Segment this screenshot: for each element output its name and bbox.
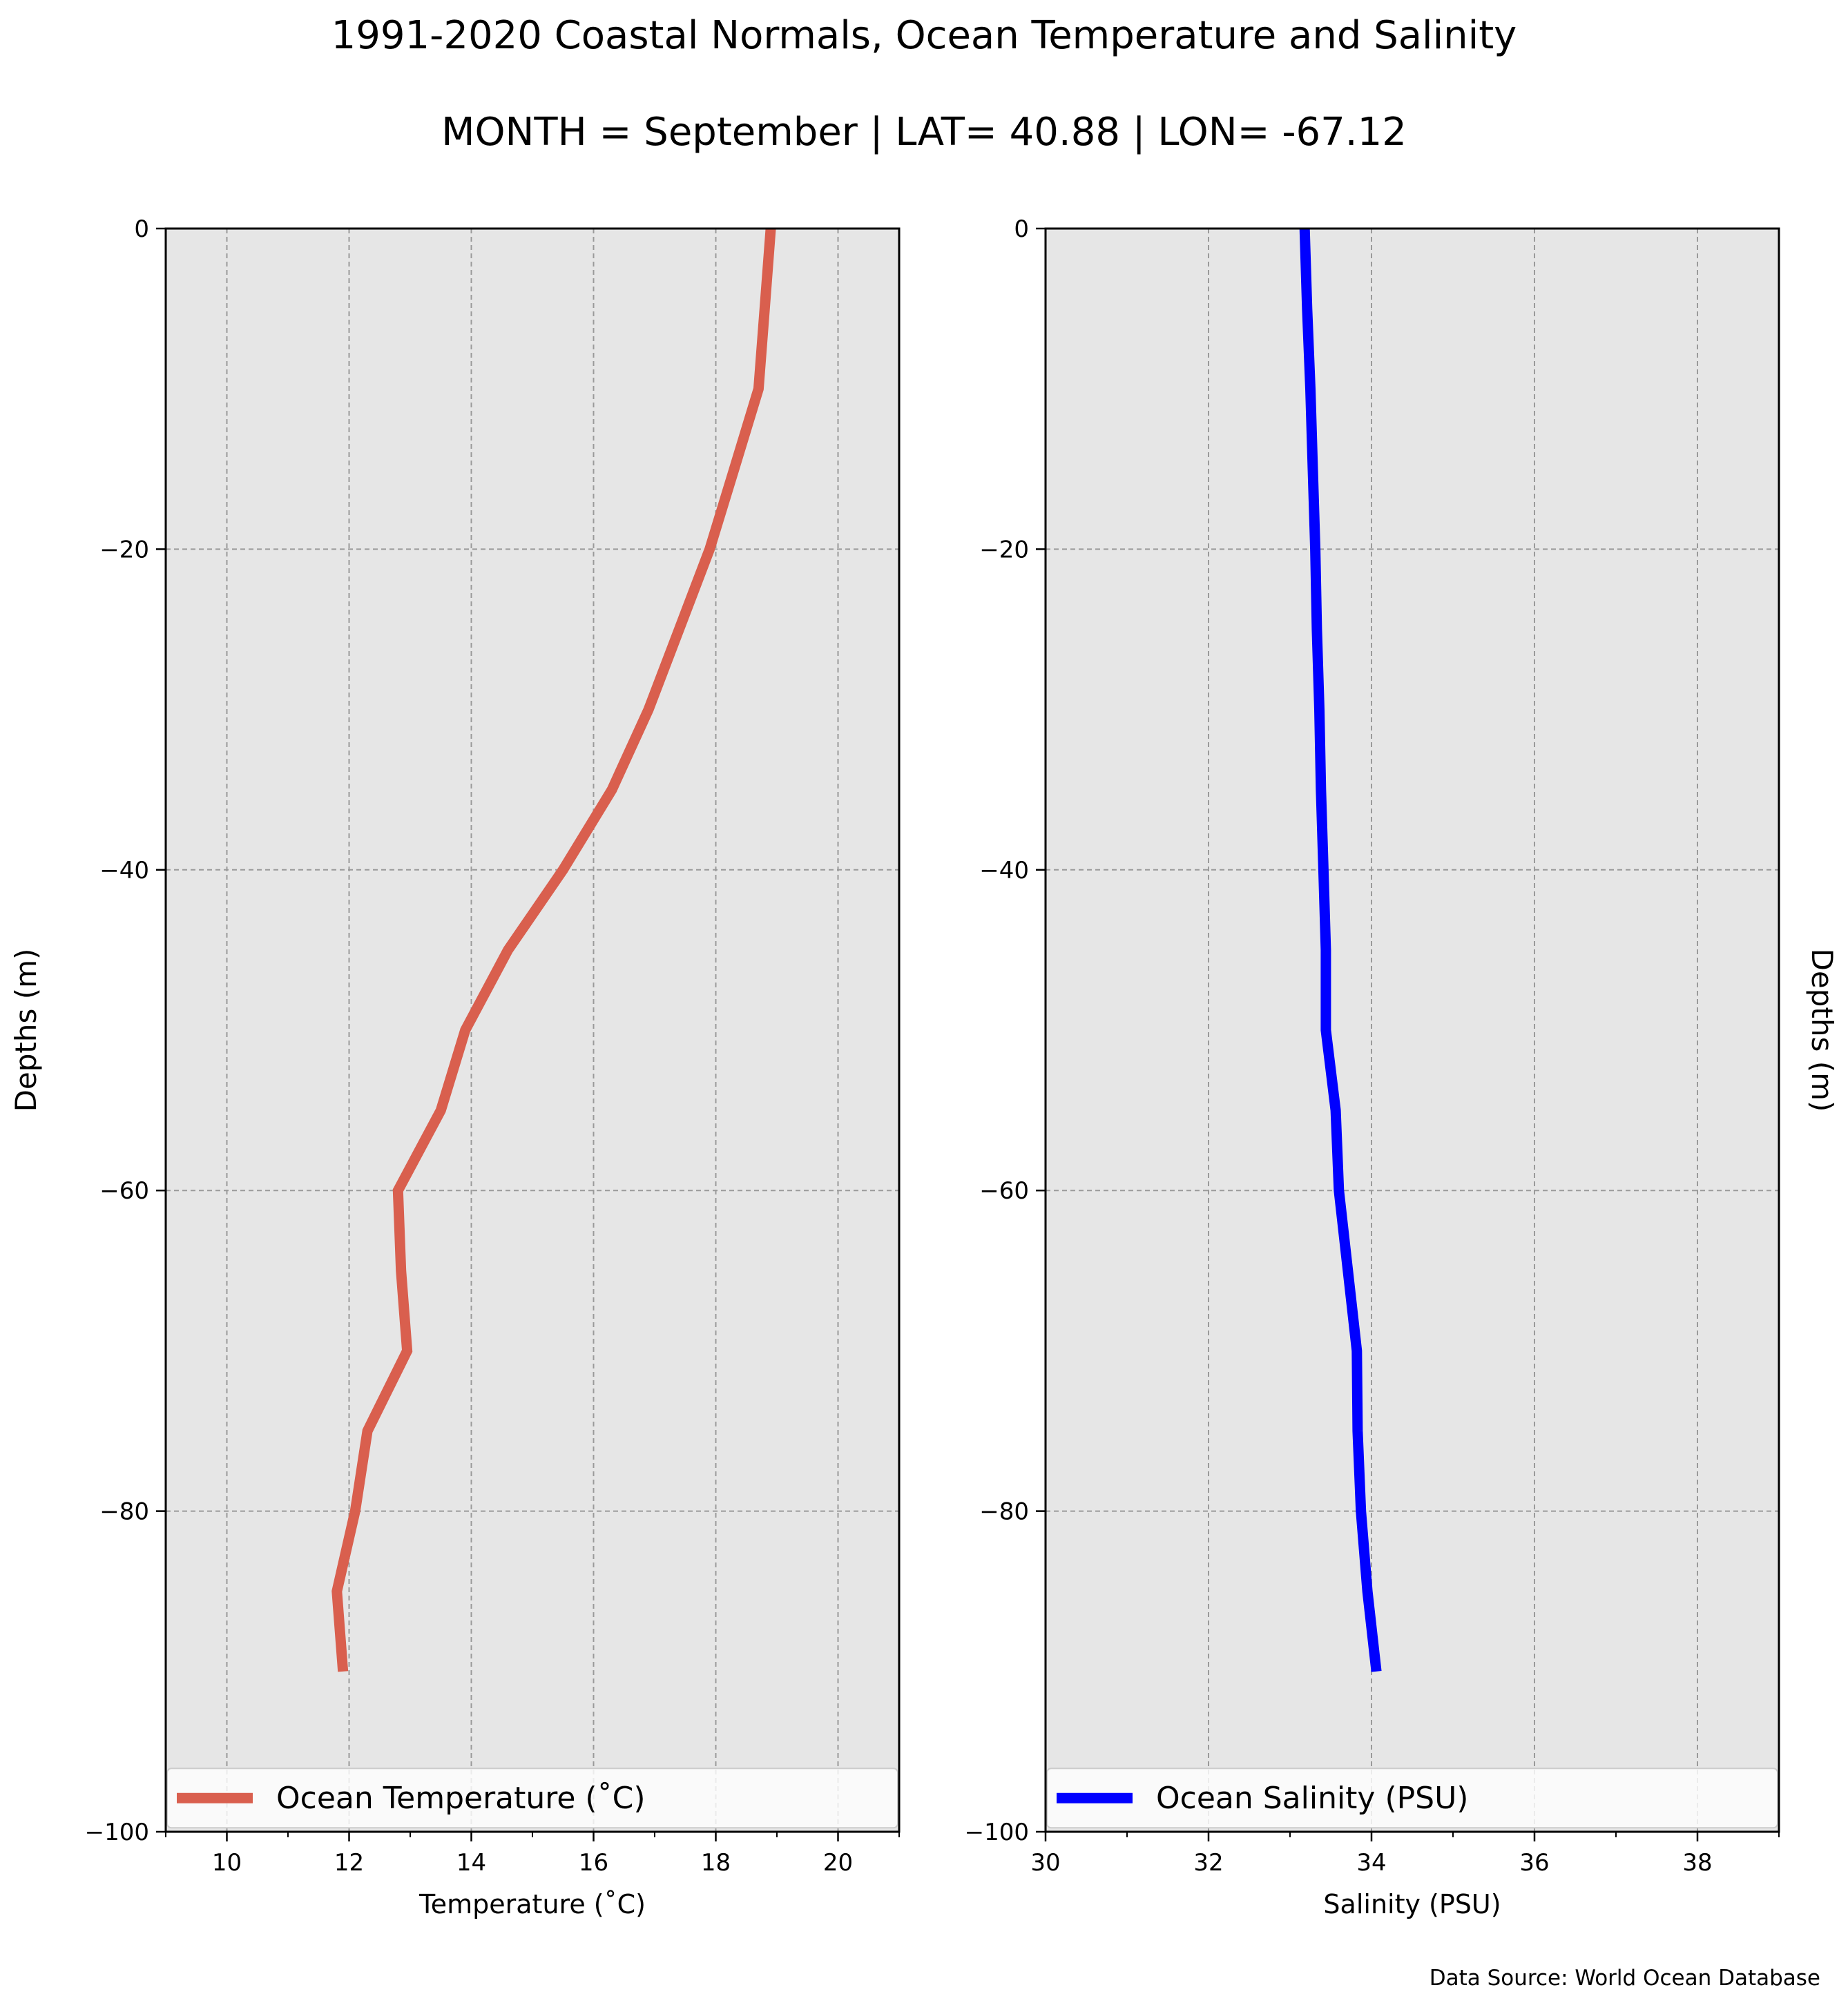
temperature-xtick-label-1: 12 <box>334 1849 364 1877</box>
salinity-legend-box <box>1046 1768 1778 1829</box>
figure-title-line1: 1991-2020 Coastal Normals, Ocean Tempera… <box>331 13 1517 58</box>
temperature-ytick-label-3: −60 <box>99 1177 149 1205</box>
temperature-xtick-label-4: 18 <box>701 1849 731 1877</box>
temperature-ytick-label-4: −80 <box>99 1498 149 1526</box>
figure-title-line2: MONTH = September | LAT= 40.88 | LON= -6… <box>441 110 1407 155</box>
salinity-xtick-label-0: 30 <box>1030 1849 1060 1877</box>
temperature-ytick-label-1: −20 <box>99 536 149 563</box>
temperature-legend-label: Ocean Temperature (˚C) <box>276 1781 646 1816</box>
salinity-ytick-label-0: 0 <box>1014 215 1029 243</box>
temperature-xtick-label-5: 20 <box>823 1849 853 1877</box>
salinity-plot-area <box>1046 229 1779 1832</box>
temperature-series-line-0 <box>331 228 776 1672</box>
temperature-legend-box <box>166 1768 898 1829</box>
salinity-ytick-label-5: −100 <box>965 1819 1029 1846</box>
salinity-ytick-label-4: −80 <box>979 1498 1029 1526</box>
salinity-ytick-label-2: −40 <box>979 857 1029 884</box>
temperature-panel: Ocean Temperature (˚C) 0 −20 −40 −60 −80 −100 1… <box>85 215 901 1919</box>
salinity-xlabel: Salinity (PSU) <box>1323 1889 1501 1919</box>
left-ylabel: Depths (m) <box>9 949 43 1112</box>
salinity-xtick-label-3: 36 <box>1519 1849 1549 1877</box>
salinity-xtick-label-2: 34 <box>1356 1849 1386 1877</box>
salinity-ytick-label-3: −60 <box>979 1177 1029 1205</box>
temperature-ytick-label-5: −100 <box>85 1819 149 1846</box>
temperature-xlabel: Temperature (˚C) <box>418 1889 646 1919</box>
temperature-xtick-label-2: 14 <box>456 1849 486 1877</box>
salinity-legend-label: Ocean Salinity (PSU) <box>1156 1781 1468 1816</box>
salinity-ytick-label-1: −20 <box>979 536 1029 563</box>
source-note: Data Source: World Ocean Database <box>1430 1966 1820 1991</box>
temperature-xtick-label-3: 16 <box>579 1849 608 1877</box>
right-ylabel: Depths (m) <box>1805 949 1839 1112</box>
salinity-xtick-label-1: 32 <box>1193 1849 1223 1877</box>
salinity-axes-frame <box>1044 227 1780 1833</box>
temperature-ytick-label-0: 0 <box>134 215 149 243</box>
temperature-xtick-label-0: 10 <box>212 1849 242 1877</box>
salinity-xtick-label-4: 38 <box>1682 1849 1712 1877</box>
salinity-series-line-0 <box>1299 228 1382 1672</box>
temperature-plot-area <box>166 229 899 1832</box>
temperature-ytick-label-2: −40 <box>99 857 149 884</box>
